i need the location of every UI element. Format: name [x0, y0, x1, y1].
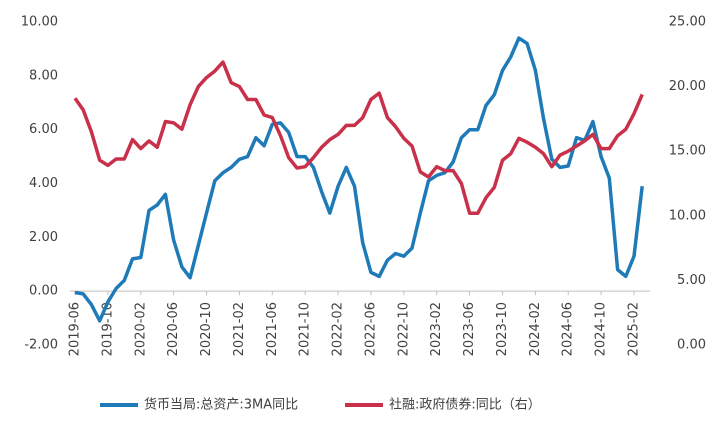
y-tick-label: 0.00: [29, 284, 58, 299]
x-tick-label: 2024-06: [561, 302, 576, 356]
y2-tick-label: 0.00: [677, 338, 706, 353]
y2-tick-label: 5.00: [677, 273, 706, 288]
y-tick-label: -2.00: [24, 338, 58, 353]
x-tick-label: 2024-02: [528, 302, 543, 356]
x-tick-label: 2021-02: [232, 302, 247, 356]
x-tick-label: 2023-02: [429, 302, 444, 356]
y-tick-label: 6.00: [29, 122, 58, 137]
series-line: [74, 36, 644, 323]
y2-tick-label: 10.00: [669, 208, 706, 223]
y-tick-label: 2.00: [29, 230, 58, 245]
legend-label: 货币当局:总资产:3MA同比: [144, 397, 298, 413]
x-tick-label: 2022-06: [363, 302, 378, 356]
x-tick-label: 2022-10: [396, 302, 411, 356]
x-tick-label: 2024-10: [594, 302, 609, 356]
legend-label: 社融:政府债券:同比（右）: [389, 397, 541, 413]
y-tick-label: 8.00: [29, 68, 58, 83]
y2-tick-label: 25.00: [669, 15, 706, 30]
x-tick-label: 2021-10: [298, 302, 313, 356]
y-tick-label: 4.00: [29, 176, 58, 191]
y2-tick-label: 20.00: [669, 79, 706, 94]
x-tick-label: 2020-02: [133, 302, 148, 356]
x-tick-label: 2019-06: [68, 302, 83, 356]
x-tick-label: 2022-02: [331, 302, 346, 356]
y2-tick-label: 15.00: [669, 144, 706, 159]
x-tick-label: 2021-06: [265, 302, 280, 356]
x-tick-label: 2019-10: [100, 302, 115, 356]
x-tick-label: 2020-06: [166, 302, 181, 356]
x-tick-label: 2020-10: [199, 302, 214, 356]
x-tick-label: 2023-10: [495, 302, 510, 356]
x-tick-label: 2025-02: [627, 302, 642, 356]
y-tick-label: 10.00: [21, 15, 58, 30]
x-tick-label: 2023-06: [462, 302, 477, 356]
series-line: [73, 60, 644, 215]
